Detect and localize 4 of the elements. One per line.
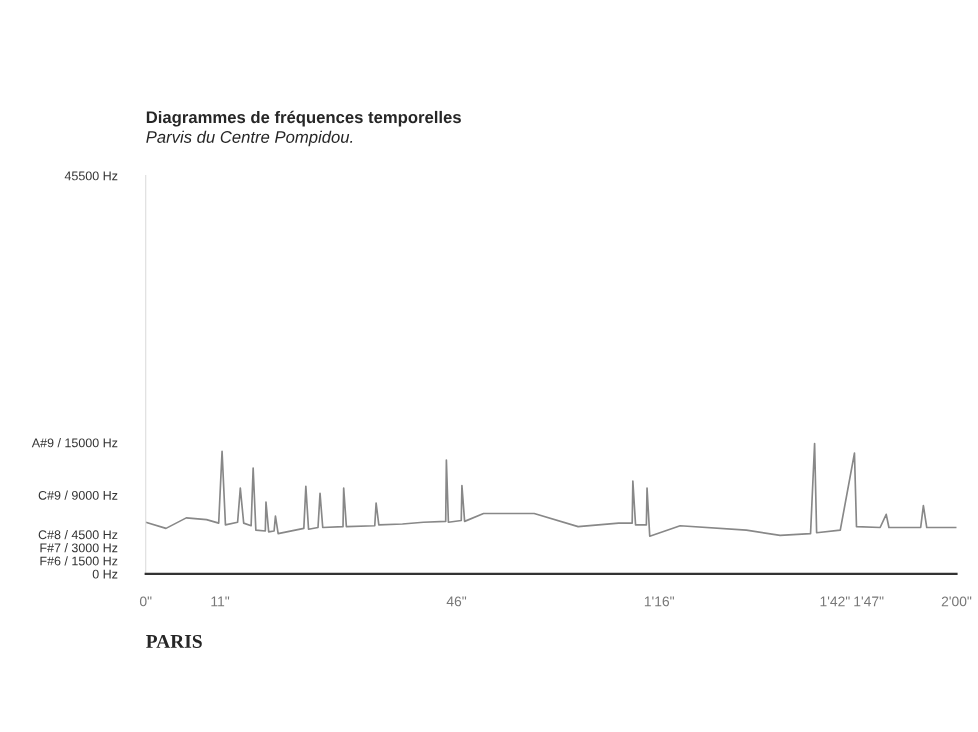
text: PARIS — [146, 634, 202, 649]
chart-subtitle: Parvis du Centre Pompidou. — [146, 130, 353, 147]
line-series — [145, 442, 957, 538]
chart-title: Diagrammes de fréquences temporelles — [146, 110, 461, 127]
